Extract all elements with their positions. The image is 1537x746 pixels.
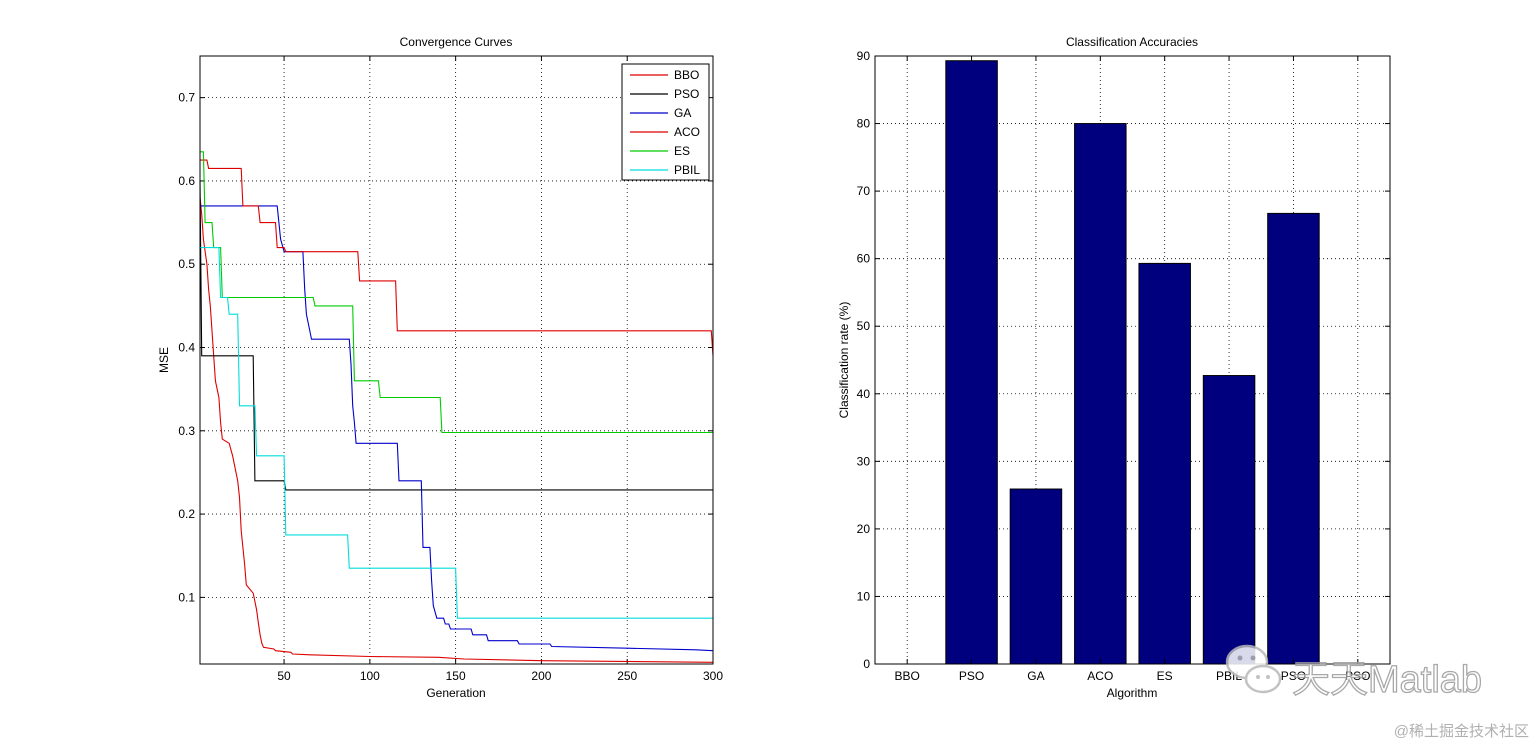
convergence-y-axis-label: MSE	[157, 347, 171, 373]
bar-pso	[945, 60, 998, 665]
watermark-brand: 天天Matlab	[1292, 659, 1482, 701]
convergence-chart: Convergence Curves 0.1 0.2 0.3 0.4 0.5 0.6 0.7…	[157, 35, 723, 700]
convergence-series	[199, 151, 714, 663]
bar-pso	[1267, 212, 1320, 665]
x-tick-label: GA	[1027, 669, 1044, 683]
convergence-y-axis-ticks: 0.1 0.2 0.3 0.4 0.5 0.6 0.7	[178, 91, 713, 604]
x-tick-label: 250	[617, 669, 637, 683]
accuracy-plot-frame	[874, 55, 1391, 665]
x-tick-label: 200	[531, 669, 551, 683]
accuracy-chart-title: Classification Accuracies	[1066, 35, 1198, 49]
y-tick-label: 90	[857, 49, 871, 63]
y-tick-label: 60	[857, 252, 871, 266]
bar-aco	[1074, 123, 1127, 665]
legend-label-ga: GA	[674, 106, 691, 120]
x-tick-label: PSO	[1345, 669, 1370, 683]
series-line-pbil	[200, 247, 713, 619]
x-tick-label: PSO	[1281, 669, 1306, 683]
x-tick-label: ACO	[1087, 669, 1113, 683]
series-line-bbo	[199, 197, 714, 663]
bar-es	[1138, 262, 1191, 665]
legend-box	[621, 63, 710, 181]
y-tick-label: 0	[863, 657, 870, 671]
series-line-pso	[199, 180, 713, 491]
series-line-ga	[200, 205, 714, 652]
series-line-es	[200, 151, 713, 434]
x-tick-label: 100	[360, 669, 380, 683]
wechat-logo-icon	[1225, 644, 1282, 694]
series-line-aco	[200, 159, 714, 356]
y-tick-label: 20	[857, 522, 871, 536]
accuracy-chart: Classification Accuracies 0 10 20 30 40 50 60 7…	[837, 35, 1391, 700]
bar-pbil	[1202, 375, 1256, 665]
y-tick-label: 40	[857, 387, 871, 401]
bar-ga	[1009, 488, 1063, 665]
y-tick-label: 0.1	[178, 590, 195, 604]
y-tick-label: 0.3	[178, 424, 195, 438]
x-tick-label: 50	[277, 669, 291, 683]
x-tick-label: ES	[1157, 669, 1173, 683]
watermark: 天天Matlab	[1225, 644, 1483, 702]
legend-label-bbo: BBO	[674, 68, 699, 82]
accuracy-x-axis-label: Algorithm	[1107, 686, 1158, 700]
legend-items: BBO PSO GA ACO ES PBIL	[630, 68, 700, 177]
x-tick-label: PSO	[959, 669, 984, 683]
accuracy-y-axis-label: Classification rate (%)	[837, 302, 851, 419]
y-tick-label: 0.4	[178, 341, 195, 355]
y-tick-label: 0.2	[178, 507, 195, 521]
y-tick-label: 50	[857, 319, 871, 333]
convergence-x-axis-label: Generation	[426, 686, 485, 700]
y-tick-label: 0.7	[178, 91, 195, 105]
convergence-x-axis-ticks: 50 100 150 200 250 300	[277, 56, 723, 683]
convergence-plot-frame	[199, 55, 714, 665]
x-tick-label: 300	[703, 669, 723, 683]
y-tick-label: 10	[857, 589, 871, 603]
legend-label-pso: PSO	[674, 87, 699, 101]
y-tick-label: 70	[857, 184, 871, 198]
accuracy-bars	[945, 60, 1320, 665]
convergence-legend: BBO PSO GA ACO ES PBIL	[621, 63, 710, 181]
legend-label-aco: ACO	[674, 125, 700, 139]
watermark-credit: @稀土掘金技术社区	[1394, 723, 1529, 740]
y-tick-label: 0.6	[178, 174, 195, 188]
legend-label-pbil: PBIL	[674, 163, 700, 177]
y-tick-label: 30	[857, 454, 871, 468]
convergence-chart-title: Convergence Curves	[400, 35, 513, 49]
accuracy-y-axis-ticks: 0 10 20 30 40 50 60 70 80 90	[857, 49, 1390, 671]
legend-label-es: ES	[674, 144, 690, 158]
y-tick-label: 0.5	[178, 257, 195, 271]
x-tick-label: 150	[446, 669, 466, 683]
y-tick-label: 80	[857, 117, 871, 131]
x-tick-label: BBO	[895, 669, 920, 683]
